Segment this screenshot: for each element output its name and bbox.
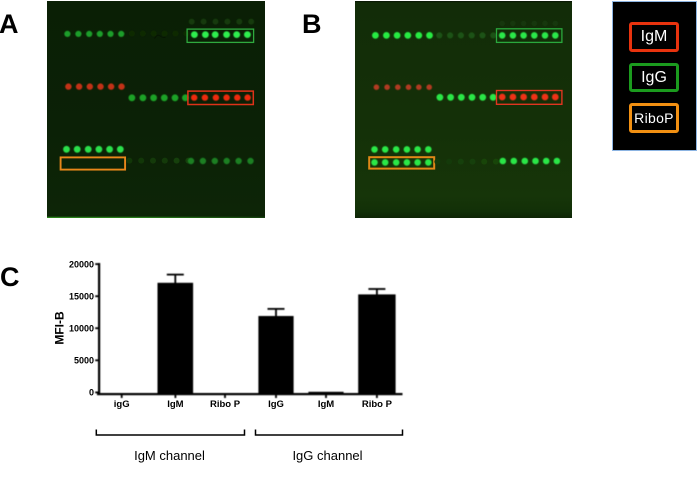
svg-text:20000: 20000 [69, 259, 94, 269]
svg-text:MFI-B: MFI-B [53, 311, 67, 345]
svg-text:IgM: IgM [167, 399, 183, 410]
svg-text:Ribo P: Ribo P [210, 399, 241, 410]
svg-text:IgG: IgG [268, 399, 284, 410]
svg-text:15000: 15000 [69, 292, 94, 302]
svg-text:0: 0 [89, 388, 94, 398]
svg-text:Ribo P: Ribo P [362, 399, 393, 410]
svg-text:IgG channel: IgG channel [292, 448, 362, 463]
svg-text:igG: igG [114, 399, 130, 410]
svg-text:IgM channel: IgM channel [134, 448, 205, 463]
svg-text:5000: 5000 [74, 356, 94, 366]
svg-text:IgM: IgM [318, 399, 334, 410]
svg-text:10000: 10000 [69, 324, 94, 334]
